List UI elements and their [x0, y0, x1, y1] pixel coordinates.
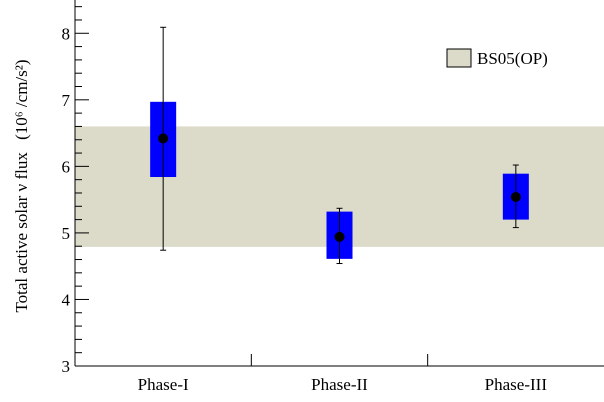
y-tick-label: 4 [62, 290, 71, 309]
legend-label: BS05(OP) [477, 49, 548, 68]
data-point-phase-iii [502, 164, 529, 229]
legend-swatch [446, 48, 472, 68]
y-axis-title: Total active solar ν flux (10⁶ /cm/s²) [12, 59, 31, 312]
data-marker [158, 133, 169, 144]
series-layer [150, 26, 529, 265]
y-axis-title-main: Total active solar ν flux [12, 152, 31, 313]
y-axis-title-unit: (10⁶ /cm/s²) [12, 59, 31, 139]
y-tick-label: 7 [62, 91, 71, 110]
y-tick-label: 3 [62, 357, 71, 376]
data-marker [334, 231, 345, 242]
axes-layer: 3 4 5 6 7 8 Phase-I Phase-II Phase-III [62, 0, 604, 394]
y-tick-label: 5 [62, 224, 71, 243]
y-tick-label: 8 [62, 24, 71, 43]
data-point-phase-i [150, 26, 177, 251]
y-tick-label: 6 [62, 157, 71, 176]
data-marker [510, 191, 521, 202]
x-tick-label: Phase-II [311, 375, 368, 394]
legend: BS05(OP) [446, 48, 548, 68]
data-point-phase-ii [326, 207, 353, 265]
x-tick-label: Phase-III [485, 375, 548, 394]
x-tick-label: Phase-I [138, 375, 189, 394]
